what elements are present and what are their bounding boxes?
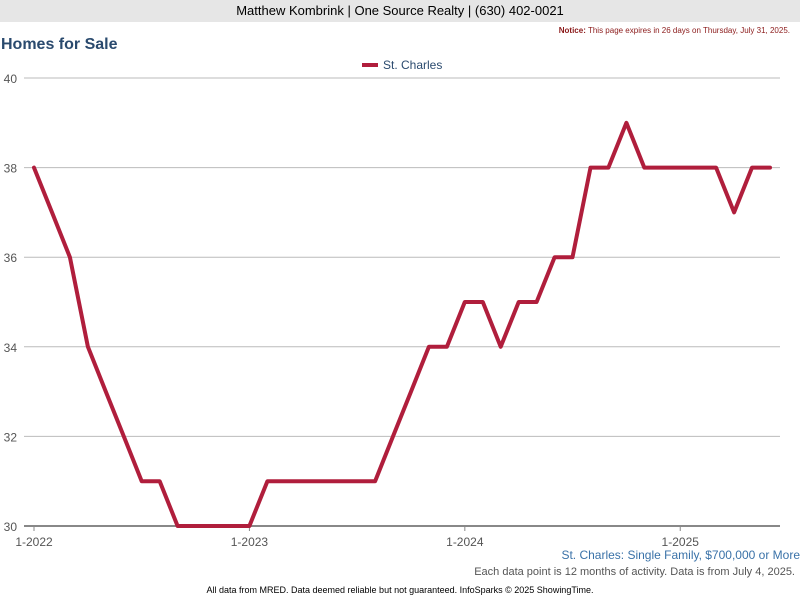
chart-title: Homes for Sale bbox=[1, 36, 118, 53]
data-note: Each data point is 12 months of activity… bbox=[474, 566, 795, 578]
notice-label: Notice: bbox=[558, 26, 586, 35]
y-tick-label: 34 bbox=[4, 341, 18, 355]
y-tick-label: 30 bbox=[4, 520, 18, 534]
x-tick-label: 1-2023 bbox=[231, 535, 269, 549]
x-tick-label: 1-2025 bbox=[662, 535, 700, 549]
x-tick-label: 1-2022 bbox=[15, 535, 53, 549]
expiry-notice: Notice: This page expires in 26 days on … bbox=[559, 26, 790, 35]
y-tick-label: 40 bbox=[4, 72, 18, 86]
series-line bbox=[32, 120, 772, 528]
disclaimer: All data from MRED. Data deemed reliable… bbox=[206, 585, 594, 595]
x-tick-label: 1-2024 bbox=[446, 535, 484, 549]
y-tick-label: 36 bbox=[4, 251, 18, 265]
y-tick-label: 32 bbox=[4, 430, 18, 444]
chart-subtitle: St. Charles: Single Family, $700,000 or … bbox=[561, 548, 800, 562]
y-tick-label: 38 bbox=[4, 162, 18, 176]
notice-text: This page expires in 26 days on Thursday… bbox=[587, 26, 790, 35]
legend-label: St. Charles bbox=[383, 58, 442, 72]
agent-header: Matthew Kombrink | One Source Realty | (… bbox=[0, 0, 800, 22]
